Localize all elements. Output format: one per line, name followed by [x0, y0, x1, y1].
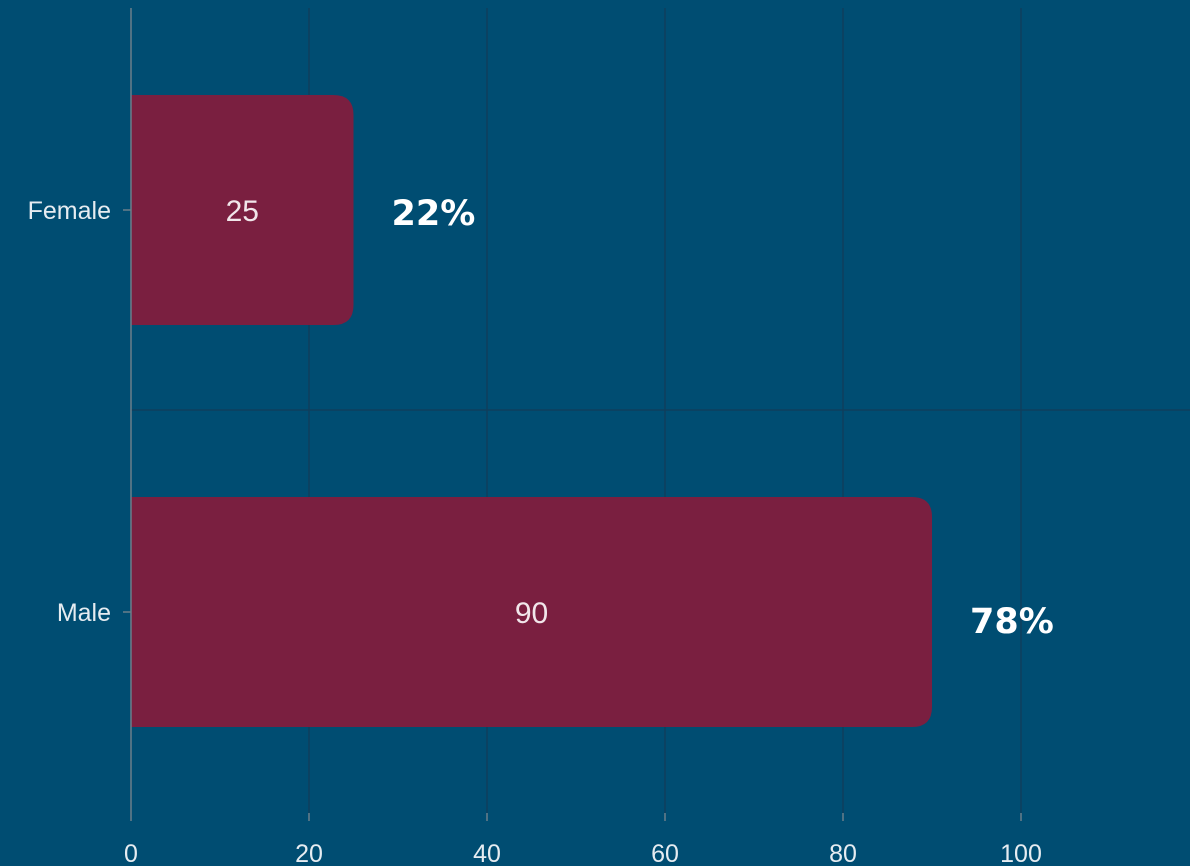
y-tick-label-female: Female — [28, 197, 111, 225]
percent-label-male: 78% — [970, 602, 1054, 642]
x-tick-label-0: 0 — [124, 840, 138, 866]
axes — [123, 8, 1022, 821]
bar-female — [131, 95, 354, 325]
percent-label-female: 22% — [392, 194, 476, 234]
bar-value-label-male: 90 — [515, 597, 548, 630]
x-tick-label-80: 80 — [829, 840, 857, 866]
bars — [131, 95, 932, 727]
bar-value-label-female: 25 — [226, 195, 259, 228]
x-tick-label-100: 100 — [1000, 840, 1042, 866]
y-tick-label-male: Male — [57, 599, 111, 627]
bar-male — [131, 497, 932, 727]
x-tick-label-20: 20 — [295, 840, 323, 866]
x-tick-label-60: 60 — [651, 840, 679, 866]
x-tick-label-40: 40 — [473, 840, 501, 866]
labels: 25 22% Female 90 78% Male 0 20 40 60 80 100 — [28, 194, 1054, 866]
